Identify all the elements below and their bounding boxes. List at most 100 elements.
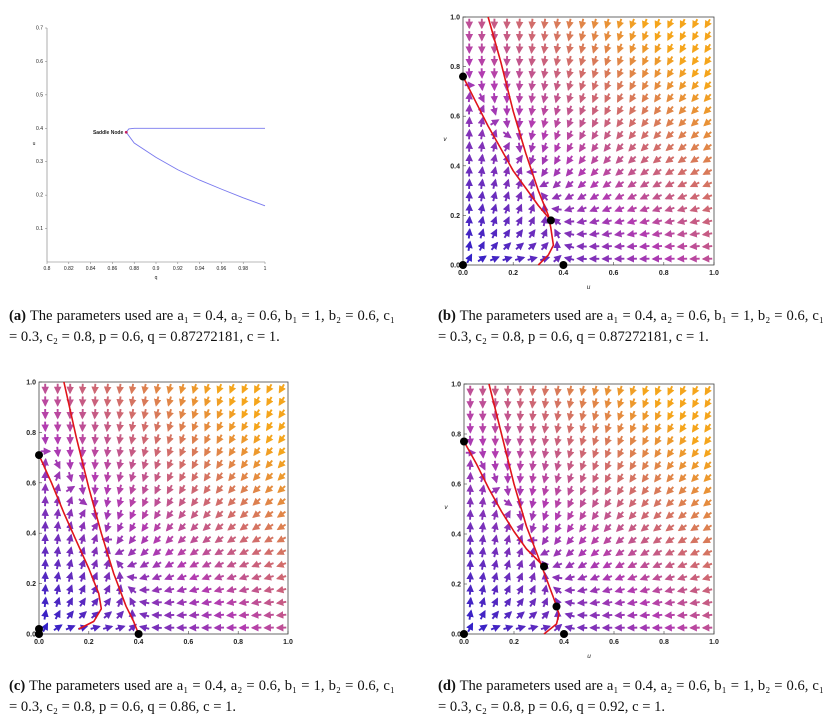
field-arrow	[665, 523, 675, 532]
field-arrow	[629, 18, 637, 29]
field-arrow	[515, 18, 524, 30]
field-arrow	[703, 118, 712, 127]
field-arrow	[567, 498, 575, 509]
field-arrow	[516, 522, 524, 532]
field-arrow	[629, 435, 637, 446]
x-tick-label: 0.9	[153, 266, 160, 272]
field-arrow	[651, 229, 663, 238]
field-arrow	[576, 230, 587, 238]
field-arrow	[478, 609, 486, 620]
field-arrow	[642, 410, 650, 421]
field-arrow	[188, 598, 200, 606]
field-arrow	[502, 166, 511, 177]
field-arrow	[592, 498, 600, 508]
field-arrow	[141, 421, 149, 432]
field-arrow	[653, 498, 662, 508]
field-arrow	[653, 105, 662, 115]
y-tick-label: 0.8	[450, 64, 460, 71]
field-arrow	[703, 130, 712, 139]
field-arrow	[654, 410, 662, 421]
field-arrow	[166, 396, 174, 407]
field-arrow	[653, 130, 662, 140]
field-arrow	[201, 560, 212, 568]
field-arrow	[626, 611, 638, 619]
field-arrow	[640, 548, 650, 556]
field-arrow	[154, 434, 162, 445]
field-arrow	[639, 573, 650, 581]
field-arrow	[53, 459, 61, 470]
field-arrow	[701, 205, 713, 213]
caption-b-label: (b)	[438, 308, 456, 324]
field-arrow	[66, 508, 74, 519]
field-arrow	[251, 585, 262, 594]
field-arrow	[116, 484, 125, 495]
field-arrow	[602, 561, 613, 569]
field-arrow	[604, 31, 612, 42]
field-arrow	[516, 460, 525, 472]
field-arrow	[103, 396, 112, 407]
field-arrow	[551, 192, 562, 200]
field-arrow	[579, 498, 587, 509]
field-arrow	[677, 167, 687, 176]
field-arrow	[554, 155, 562, 165]
x-tick-label: 0.8	[233, 639, 243, 646]
field-arrow	[615, 536, 625, 545]
field-arrow	[90, 611, 100, 620]
field-arrow	[528, 130, 537, 141]
field-arrow	[615, 155, 624, 164]
phase-portrait-b: 0.0 0.2 0.4 0.6 0.8 1.0 0.0 0.2 0.4 0.6 0.8 1.0 u v	[443, 15, 719, 292]
field-arrow	[528, 117, 537, 129]
field-arrow	[166, 434, 174, 445]
field-arrow	[576, 598, 588, 607]
field-arrow	[616, 485, 625, 496]
caption-a: (a) The parameters used are a₁ = 0.4, a₂…	[9, 306, 395, 348]
field-arrow	[227, 510, 236, 519]
field-arrow	[601, 229, 612, 238]
field-arrow	[65, 485, 76, 494]
branch-line-1	[125, 127, 265, 133]
field-arrow	[691, 68, 700, 78]
field-arrow	[617, 398, 625, 409]
field-arrow	[114, 547, 125, 556]
field-arrow	[642, 423, 650, 434]
field-arrow	[689, 180, 700, 188]
field-arrow	[667, 410, 675, 421]
y-tick-label: 0.8	[26, 430, 36, 437]
field-arrow	[176, 560, 187, 568]
field-arrow	[490, 241, 499, 251]
y-axis-label: v	[443, 136, 447, 143]
field-arrow	[91, 521, 99, 532]
field-arrow	[116, 446, 124, 458]
field-arrow	[677, 143, 687, 151]
field-arrow	[277, 459, 286, 469]
field-arrow	[228, 472, 236, 482]
field-arrow	[554, 142, 562, 153]
field-arrow	[704, 423, 712, 433]
field-arrow	[465, 203, 473, 214]
field-arrow	[591, 105, 599, 116]
field-arrow	[491, 584, 499, 595]
field-arrow	[653, 143, 662, 152]
field-arrow	[579, 460, 587, 471]
field-arrow	[252, 472, 261, 481]
field-arrow	[141, 471, 149, 483]
field-arrow	[78, 610, 87, 619]
field-arrow	[204, 396, 212, 407]
field-arrow	[166, 497, 174, 507]
field-arrow	[91, 471, 99, 483]
field-arrow	[577, 573, 588, 581]
field-arrow	[666, 448, 675, 458]
field-arrow	[566, 523, 575, 533]
field-arrow	[490, 178, 498, 189]
field-arrow	[127, 586, 137, 594]
field-arrow	[188, 611, 200, 619]
field-arrow	[104, 497, 112, 508]
field-arrow	[152, 560, 162, 568]
field-arrow	[115, 597, 123, 607]
field-arrow	[176, 573, 187, 581]
field-arrow	[465, 240, 473, 251]
field-arrow	[528, 18, 536, 30]
field-arrow	[654, 43, 662, 54]
field-arrow	[642, 435, 650, 446]
field-arrow	[566, 155, 574, 165]
